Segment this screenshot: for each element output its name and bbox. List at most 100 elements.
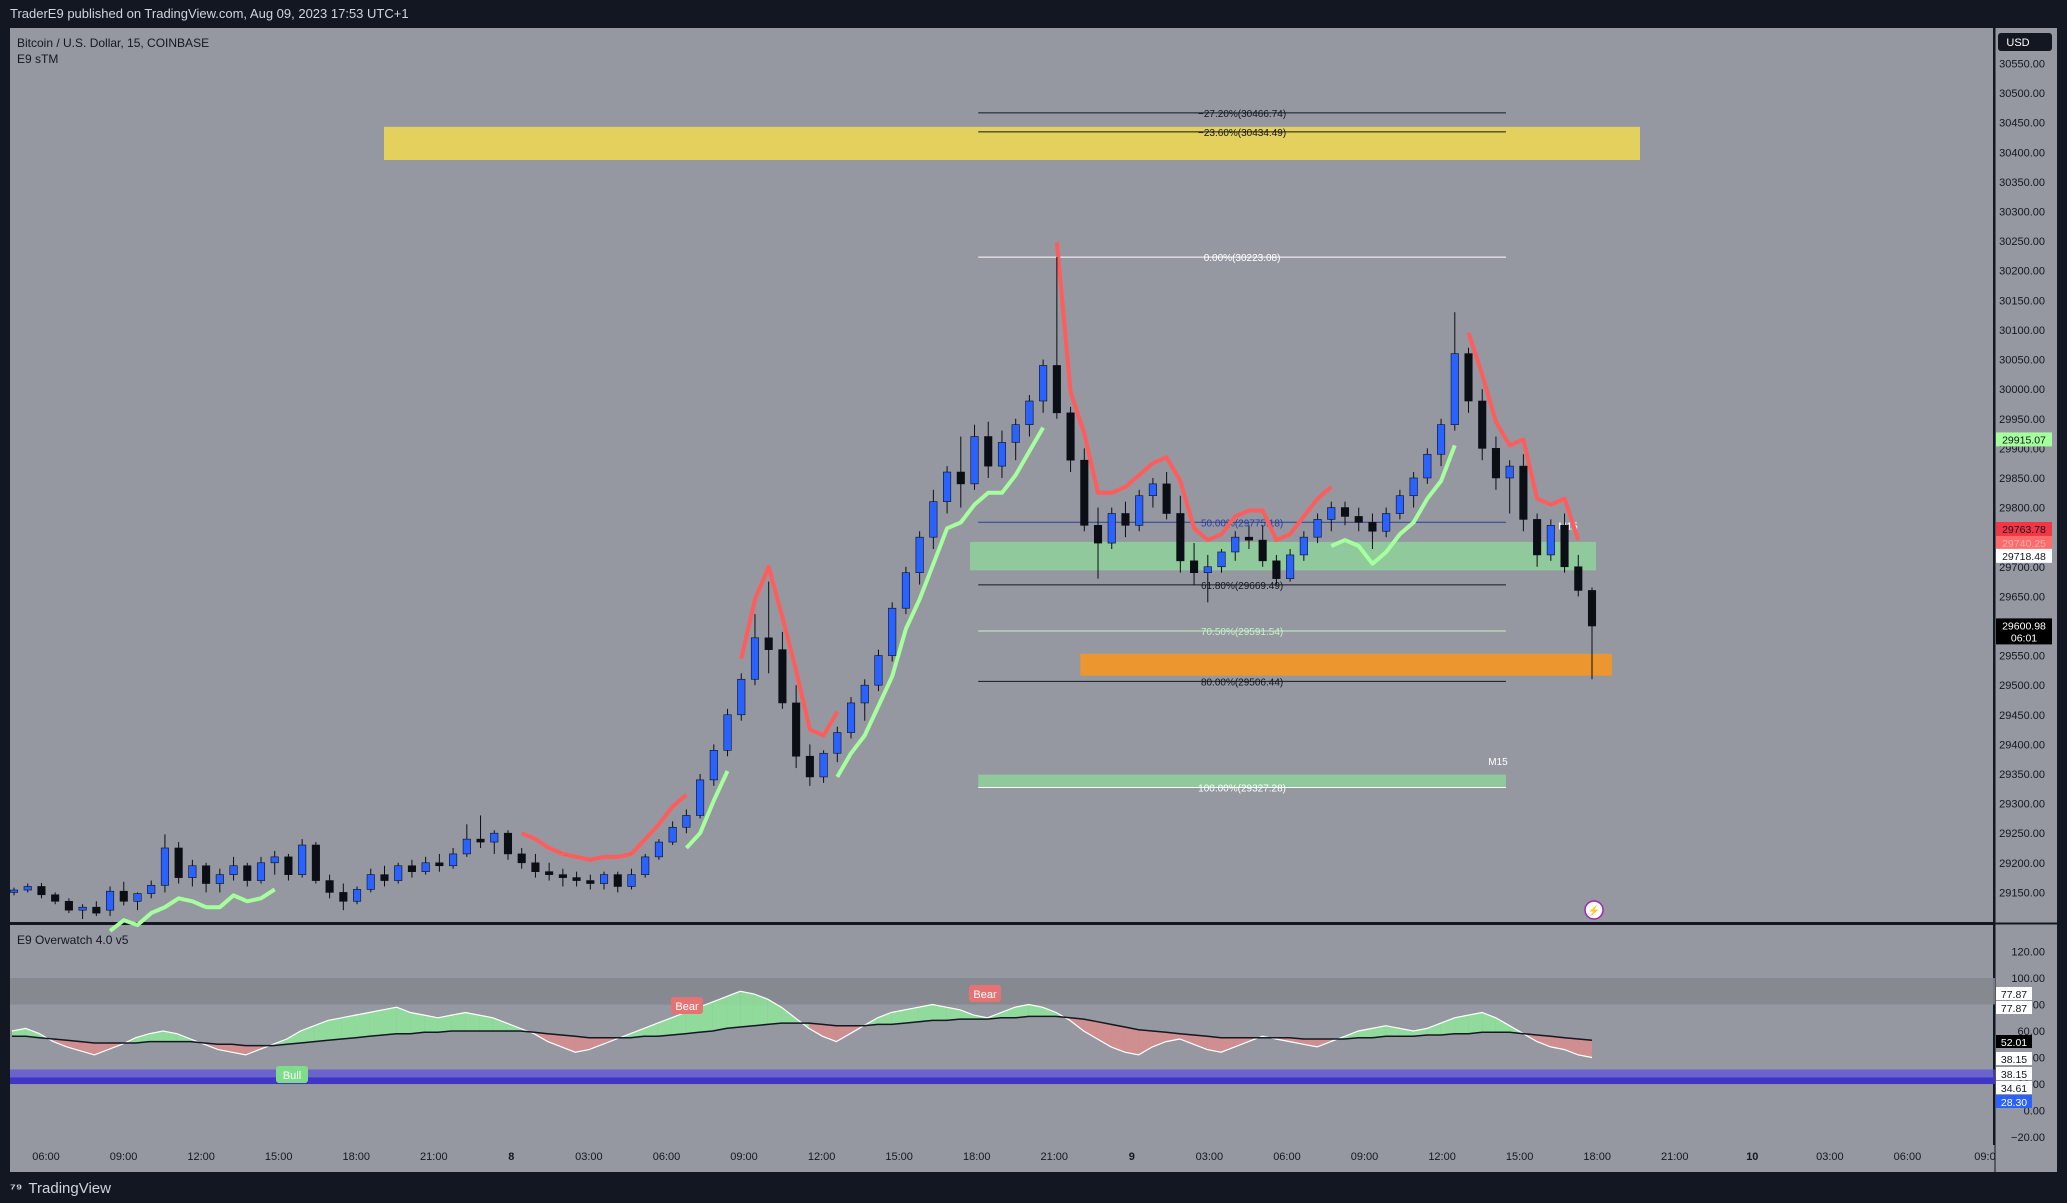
- bull-candle: [874, 655, 883, 686]
- osc-bear-fill: [1193, 1035, 1208, 1050]
- osc-value-badge: [1996, 1081, 2032, 1094]
- price-badge: [1996, 432, 2052, 447]
- bear-candle: [435, 862, 444, 867]
- osc-bull-fill: [163, 1031, 177, 1042]
- price-axis-tick: 29500.00: [1999, 680, 2045, 692]
- time-axis-tick: 03:00: [1816, 1151, 1844, 1163]
- osc-value-badge-label: 34.61: [2001, 1083, 2027, 1095]
- osc-bull-fill: [946, 1007, 960, 1021]
- fib-level-label: −27.20%(30466.74): [1198, 109, 1286, 120]
- bear-candle: [1162, 483, 1171, 514]
- bear-candle: [1066, 412, 1075, 461]
- bear-candle: [503, 832, 513, 855]
- osc-bull-fill: [1344, 1031, 1359, 1039]
- time-axis-tick: 15:00: [1506, 1151, 1534, 1163]
- osc-bull-fill: [424, 1015, 438, 1033]
- bull-candle: [215, 874, 224, 884]
- bear-candle: [778, 649, 787, 704]
- price-axis-tick: 29700.00: [1999, 562, 2045, 574]
- osc-bear-fill: [1234, 1037, 1249, 1047]
- publish-bar: TraderE9 published on TradingView.com, A…: [0, 0, 2067, 28]
- price-axis-tick: 29800.00: [1999, 503, 2045, 515]
- indicator-label[interactable]: E9 sTM: [17, 52, 58, 66]
- bull-candle: [888, 607, 897, 656]
- time-axis-tick: 09:0: [1974, 1151, 1995, 1163]
- price-axis-tick: 29950.00: [1999, 414, 2045, 426]
- price-axis-tick: 29150.00: [1999, 887, 2045, 899]
- tradingview-logo-icon: ⁷⁹: [10, 1180, 23, 1196]
- brand-name[interactable]: TradingView: [28, 1180, 111, 1197]
- symbol-title[interactable]: Bitcoin / U.S. Dollar, 15, COINBASE: [17, 36, 209, 50]
- bull-candle: [1217, 551, 1226, 568]
- osc-bear-fill: [231, 1044, 246, 1055]
- osc-bull-fill: [355, 1012, 370, 1038]
- osc-value-badge: [1996, 1035, 2032, 1048]
- time-axis-tick: 12:00: [808, 1151, 836, 1163]
- price-axis-tick: 30400.00: [1999, 147, 2045, 159]
- bull-candle: [915, 536, 924, 573]
- oscillator-title[interactable]: E9 Overwatch 4.0 v5: [17, 933, 129, 947]
- osc-bear-fill: [1578, 1038, 1592, 1058]
- bear-signal-tag: [969, 985, 1001, 1002]
- osc-bull-fill: [1482, 1012, 1496, 1033]
- overbought-band: [10, 978, 1995, 1005]
- bear-signal-tag: [671, 997, 703, 1014]
- bear-candle: [1519, 465, 1528, 520]
- time-axis-bg: [10, 1145, 2057, 1172]
- time-axis-tick: 10: [1746, 1151, 1758, 1163]
- bear-candle: [202, 865, 211, 884]
- bull-signal-tag: [276, 1066, 308, 1083]
- currency-button-label: USD: [2006, 37, 2029, 49]
- price-axis-tick: 29550.00: [1999, 651, 2045, 663]
- price-axis-tick: 29650.00: [1999, 591, 2045, 603]
- price-badge-label: 29718.48: [2002, 551, 2046, 563]
- bear-candle: [92, 906, 101, 914]
- time-axis-tick: 9: [1129, 1151, 1135, 1163]
- bear-candle: [792, 702, 801, 757]
- osc-bull-fill: [25, 1028, 40, 1038]
- price-axis-tick: 30250.00: [1999, 236, 2045, 248]
- osc-axis-tick: −20.00: [2011, 1132, 2045, 1144]
- currency-button[interactable]: [1998, 33, 2052, 51]
- osc-bear-fill: [1111, 1024, 1125, 1053]
- osc-bull-fill: [437, 1015, 452, 1033]
- bull-candle: [366, 874, 375, 890]
- time-axis-tick: 09:00: [730, 1151, 758, 1163]
- flash-icon-glyph: ⚡: [1588, 904, 1600, 917]
- bear-candle: [1491, 448, 1500, 479]
- bear-candle: [531, 862, 540, 872]
- price-axis-tick: 30050.00: [1999, 355, 2045, 367]
- bull-signal-label: Bull: [283, 1070, 301, 1082]
- bull-candle: [1039, 365, 1048, 402]
- bull-candle: [256, 862, 266, 881]
- bear-candle: [407, 865, 416, 872]
- osc-bull-fill: [644, 1023, 658, 1037]
- osc-bull-fill: [328, 1017, 342, 1041]
- price-axis-tick: 29850.00: [1999, 473, 2045, 485]
- demand-zone: [970, 541, 1596, 571]
- time-axis-tick: 06:00: [1273, 1151, 1301, 1163]
- bull-candle: [1107, 513, 1116, 544]
- bear-candle: [586, 880, 595, 884]
- osc-bull-fill: [1495, 1017, 1510, 1033]
- time-axis-tick: 18:00: [342, 1151, 370, 1163]
- osc-bull-fill: [135, 1033, 150, 1043]
- bull-candle: [901, 572, 910, 609]
- bull-candle: [654, 841, 663, 858]
- bull-candle: [627, 874, 636, 887]
- flash-icon[interactable]: [1584, 900, 1604, 920]
- bull-candle: [929, 501, 938, 538]
- price-axis-tick: 30450.00: [1999, 118, 2045, 130]
- osc-bull-fill: [465, 1012, 480, 1032]
- price-axis-tick: 30100.00: [1999, 325, 2045, 337]
- time-axis-tick: 15:00: [265, 1151, 293, 1163]
- bull-candle: [819, 752, 828, 778]
- bull-stop-line: [684, 770, 730, 850]
- bull-candle: [1395, 495, 1404, 514]
- price-axis-tick: 29350.00: [1999, 769, 2045, 781]
- bull-candle: [1025, 400, 1034, 425]
- time-axis-tick: 06:00: [1894, 1151, 1922, 1163]
- bull-candle: [1409, 477, 1418, 497]
- osc-bull-fill: [286, 1031, 301, 1045]
